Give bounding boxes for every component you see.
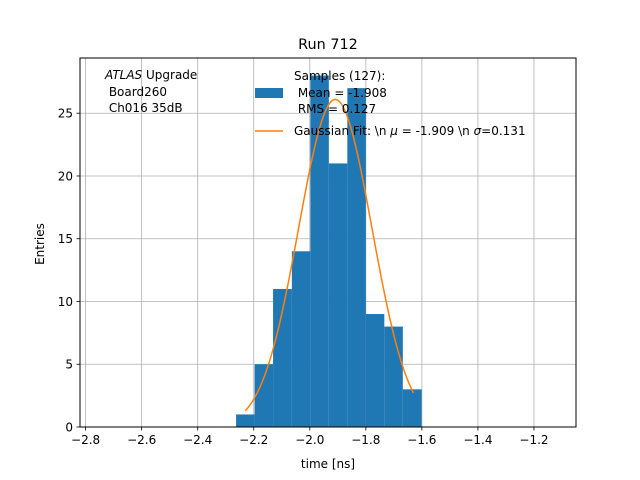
- x-tick-label: −1.4: [463, 433, 492, 447]
- x-tick-label: −2.4: [183, 433, 212, 447]
- x-tick-label: −2.0: [295, 433, 324, 447]
- x-tick-label: −2.6: [127, 433, 156, 447]
- histogram-bar: [254, 364, 274, 427]
- legend-fit-sigma-symbol: σ: [474, 124, 482, 138]
- y-tick-label: 0: [65, 420, 73, 434]
- histogram-bar: [328, 163, 348, 427]
- y-tick-label: 15: [58, 232, 73, 246]
- histogram-bar: [347, 88, 366, 428]
- legend-histogram-line-3: RMS = 0.127: [294, 102, 376, 116]
- x-tick-label: −1.6: [407, 433, 436, 447]
- histogram-bar: [273, 288, 292, 427]
- x-tick-label: −2.8: [71, 433, 100, 447]
- x-axis-ticks: −2.8 −2.6 −2.4 −2.2 −2.0 −1.8 −1.6 −1.4 −1.2: [71, 427, 549, 447]
- annotation-line-3: Ch016 35dB: [105, 101, 183, 115]
- x-tick-label: −2.2: [239, 433, 268, 447]
- y-tick-label: 20: [58, 169, 73, 183]
- histogram-bar: [402, 389, 422, 427]
- legend-fit-mu-symbol: μ: [389, 124, 398, 138]
- fit-curve-layer: [244, 98, 415, 412]
- histogram-bar: [384, 326, 403, 427]
- y-axis-ticks: 0 5 10 15 20 25: [58, 107, 80, 434]
- legend-fit-label: Gaussian Fit: \n μ = -1.909 \n σ=0.131: [294, 124, 526, 138]
- legend-fit-prefix: Gaussian Fit: \n: [294, 124, 390, 138]
- x-tick-label: −1.2: [519, 433, 548, 447]
- x-axis-label: time [ns]: [301, 457, 355, 471]
- legend-fit-mu-value: = -1.909 \n: [398, 124, 474, 138]
- y-axis-label: Entries: [33, 223, 47, 265]
- legend: Samples (127): Mean = -1.908 RMS = 0.127…: [255, 69, 526, 138]
- histogram-bar: [236, 414, 255, 427]
- annotation-atlas: ATLAS: [104, 68, 143, 82]
- x-tick-label: −1.8: [351, 433, 380, 447]
- y-tick-label: 5: [65, 358, 73, 372]
- atlas-annotation: ATLAS Upgrade Board260 Ch016 35dB: [104, 68, 197, 115]
- annotation-upgrade: Upgrade: [142, 68, 197, 82]
- gaussian-fit-curve: [244, 98, 415, 412]
- legend-histogram-line-2: Mean = -1.908: [294, 86, 387, 100]
- histogram-bar: [365, 314, 385, 427]
- legend-fit-sigma-value: =0.131: [481, 124, 525, 138]
- chart-title: Run 712: [298, 37, 358, 53]
- y-tick-label: 10: [58, 295, 73, 309]
- histogram-bar: [310, 75, 329, 428]
- legend-histogram-patch: [255, 88, 283, 98]
- legend-histogram-line-1: Samples (127):: [294, 69, 385, 83]
- y-tick-label: 25: [58, 107, 73, 121]
- annotation-line-1: ATLAS Upgrade: [104, 68, 197, 82]
- histogram-bar: [291, 251, 311, 427]
- annotation-line-2: Board260: [105, 85, 167, 99]
- plot-frame: [79, 57, 577, 428]
